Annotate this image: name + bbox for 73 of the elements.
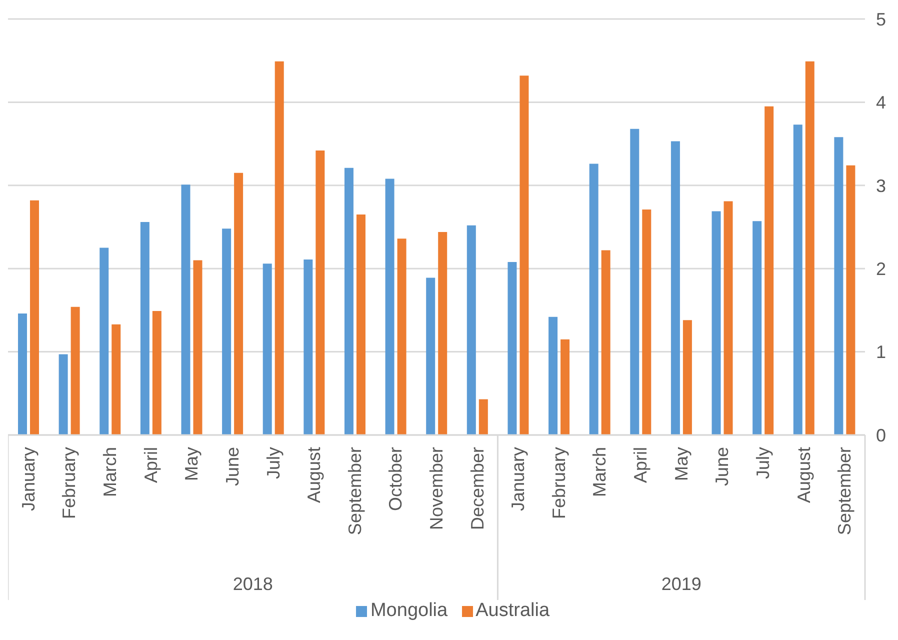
bar [262,264,272,435]
bar [70,306,80,435]
bar [274,61,284,435]
x-tick-label: April [630,447,651,484]
x-tick-label: September [834,447,855,536]
x-tick-label: August [794,447,814,504]
x-tick-label: June [222,447,242,486]
x-tick-label: October [386,446,406,512]
bar [630,128,640,435]
y-tick-label: 3 [876,176,886,196]
bar [560,339,570,435]
x-tick-label: May [671,447,692,482]
bar [724,201,733,435]
x-tick-label: September [344,447,365,536]
bar [140,222,150,435]
bar [234,172,244,435]
bar [316,150,325,435]
bar [601,250,610,435]
bar [466,225,476,435]
bar [834,137,844,435]
bar [712,211,721,435]
text: 2019 [661,574,702,594]
bar [193,260,202,435]
x-tick-label: July [263,447,284,480]
bar [397,238,406,435]
bar [385,178,394,435]
bar [548,316,558,435]
bar [222,228,232,435]
x-tick-label: April [140,447,161,484]
bar [846,165,856,435]
bar [752,221,762,435]
x-tick-label: February [59,447,80,520]
bar [181,184,190,435]
bar [100,248,109,435]
bar [670,141,680,435]
bar [304,259,313,435]
bar [805,61,814,435]
text: 2018 [232,574,273,594]
x-tick-label: November [426,446,446,530]
bar [520,76,529,435]
bar [642,210,652,435]
y-tick-label: 0 [876,425,886,446]
x-tick-label: March [590,447,610,498]
bar [508,262,517,435]
x-tick-label: May [182,447,202,482]
legend-label: Australia [474,600,550,622]
bar [478,399,488,435]
x-tick-label: February [548,447,569,520]
bar [682,320,692,435]
bar [112,324,121,435]
bar [344,168,354,435]
bar [152,311,162,435]
x-tick-label: August [304,447,324,504]
x-tick-label: July [752,447,773,480]
bar [30,200,39,435]
legend-label: Mongolia [369,600,448,622]
bar [793,124,802,435]
bar [356,214,366,435]
x-tick-label: January [508,447,528,512]
bar [438,232,448,435]
x-tick-label: June [712,447,732,486]
x-tick-label: December [467,446,488,530]
bar [18,314,27,435]
x-tick-label: March [100,447,120,498]
y-tick-label: 4 [876,92,886,113]
bar [589,164,598,435]
y-tick-label: 1 [876,342,886,362]
y-tick-label: 5 [876,9,886,30]
y-tick-label: 2 [876,258,886,279]
bar [764,106,774,435]
x-tick-label: January [18,447,38,512]
bar [58,354,68,435]
bar [426,278,436,435]
